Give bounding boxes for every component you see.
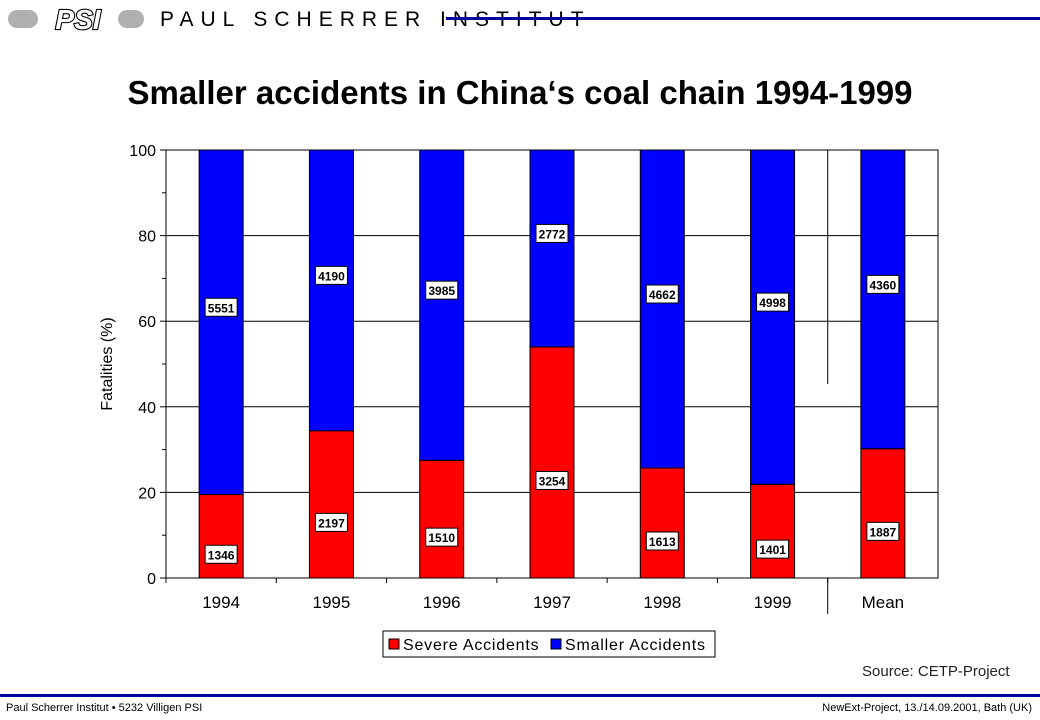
- logo-text: PSI: [55, 4, 101, 34]
- data-label-box: [866, 274, 900, 294]
- logo-right-pill: [118, 10, 144, 28]
- x-tick-label: 1995: [313, 593, 351, 612]
- x-tick-label: 1998: [643, 593, 681, 612]
- footer-left-text: Paul Scherrer Institut • 5232 Villigen P…: [6, 702, 203, 714]
- x-tick-label: 1994: [202, 593, 240, 612]
- bar-smaller: [198, 149, 244, 496]
- bar-smaller: [529, 149, 575, 348]
- x-tick-label: Mean: [862, 593, 905, 612]
- data-label: 4190: [318, 269, 345, 283]
- legend-label: Smaller Accidents: [565, 637, 706, 654]
- data-label: 2772: [539, 227, 566, 241]
- y-tick-label: 60: [138, 314, 156, 331]
- bar-severe: [529, 346, 575, 579]
- data-label-box: [425, 280, 459, 300]
- legend-swatch-smaller: [550, 638, 562, 650]
- data-label-box: [866, 521, 900, 541]
- data-label: 2197: [318, 516, 345, 530]
- bar-smaller: [639, 149, 685, 469]
- data-label: 5551: [208, 301, 235, 315]
- data-label: 1401: [759, 543, 786, 557]
- bar-severe: [308, 430, 354, 579]
- bar-smaller: [750, 149, 796, 485]
- data-label-box: [535, 470, 569, 490]
- data-label: 3254: [539, 474, 566, 488]
- data-label: 1510: [428, 531, 455, 545]
- y-tick-label: 0: [147, 571, 156, 588]
- legend-label: Severe Accidents: [403, 637, 539, 654]
- y-tick-label: 100: [129, 143, 156, 160]
- data-label: 4662: [649, 288, 676, 302]
- source-note: Source: CETP-Project: [862, 663, 1010, 680]
- y-tick-label: 20: [138, 485, 156, 502]
- data-label: 3985: [428, 284, 455, 298]
- logo-left-pill: [8, 10, 38, 28]
- bar-severe: [639, 467, 685, 579]
- data-label: 1346: [208, 548, 235, 562]
- legend-box: [382, 630, 716, 658]
- legend-swatch-severe: [388, 638, 400, 650]
- footer-divider: [0, 694, 1040, 697]
- data-label: 1613: [649, 535, 676, 549]
- bar-smaller: [860, 149, 906, 450]
- y-tick-label: 40: [138, 400, 156, 417]
- footer-right-text: NewExt-Project, 13./14.09.2001, Bath (UK…: [822, 702, 1032, 714]
- x-tick-label: 1999: [754, 593, 792, 612]
- bar-severe: [419, 459, 465, 579]
- bar-smaller: [419, 149, 465, 461]
- header-divider: [446, 17, 1040, 20]
- y-axis-label: Fatalities (%): [99, 317, 116, 410]
- data-label-box: [314, 265, 348, 285]
- data-label-box: [756, 539, 790, 559]
- x-tick-label: 1996: [423, 593, 461, 612]
- data-label-box: [425, 527, 459, 547]
- data-label-box: [645, 284, 679, 304]
- chart-title: Smaller accidents in China‘s coal chain …: [127, 74, 913, 111]
- bar-severe: [860, 448, 906, 579]
- data-label: 1887: [870, 525, 897, 539]
- data-label-box: [756, 292, 790, 312]
- bar-severe: [198, 494, 244, 579]
- data-label: 4998: [759, 296, 786, 310]
- data-label: 4360: [870, 278, 897, 292]
- data-label-box: [204, 297, 238, 317]
- data-label-box: [535, 223, 569, 243]
- bar-smaller: [308, 149, 354, 432]
- data-label-box: [314, 512, 348, 532]
- x-tick-label: 1997: [533, 593, 571, 612]
- psi-logo: PSI: [8, 4, 144, 34]
- bar-severe: [750, 483, 796, 579]
- data-label-box: [204, 544, 238, 564]
- data-label-box: [645, 531, 679, 551]
- org-name: PAUL SCHERRER INSTITUT: [160, 8, 591, 31]
- y-tick-label: 80: [138, 229, 156, 246]
